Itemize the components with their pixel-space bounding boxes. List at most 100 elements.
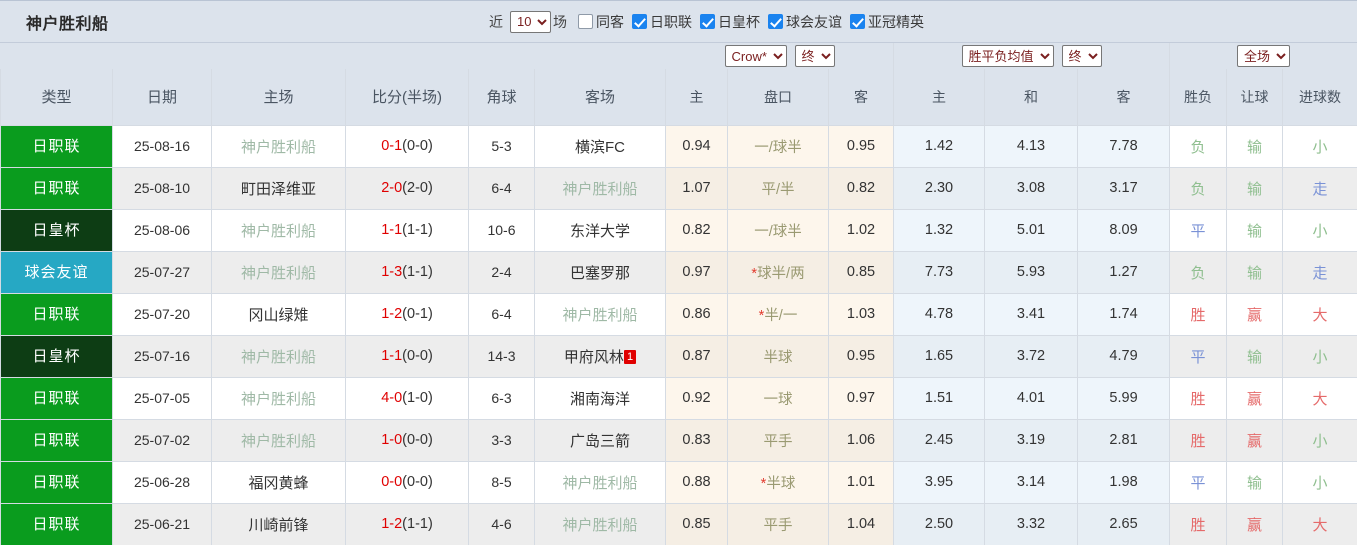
eu-away-odds: 3.17	[1109, 180, 1138, 196]
cell-league-type[interactable]: 日职联	[0, 502, 113, 545]
cell-score[interactable]: 1-2(1-1)	[345, 502, 469, 545]
cell-home-team[interactable]: 神户胜利船	[211, 124, 346, 168]
same-venue-checkbox[interactable]	[578, 14, 593, 29]
asian-away-odds: 1.01	[846, 474, 876, 490]
cell-asian-away-odds: 0.95	[827, 334, 895, 378]
cell-home-team[interactable]: 神户胜利船	[211, 250, 346, 294]
league-filter-club-friendly-checkbox[interactable]	[768, 14, 783, 29]
score-halftime: (0-1)	[402, 306, 433, 322]
cell-score[interactable]: 1-1(0-0)	[345, 334, 469, 378]
recent-suffix-label: 场	[553, 13, 567, 30]
cell-eu-away-odds: 1.27	[1077, 250, 1171, 294]
cell-away-team[interactable]: 神户胜利船	[534, 460, 666, 504]
league-filter-acl-elite-label: 亚冠精英	[868, 13, 924, 30]
cell-away-team[interactable]: 广岛三箭	[534, 418, 666, 462]
home-team-name: 町田泽维亚	[240, 180, 316, 198]
league-filter-emperor-cup-checkbox[interactable]	[700, 14, 715, 29]
table-row[interactable]: 日职联 25-08-16 神户胜利船 0-1(0-0) 5-3 横滨FC 0.94 一/球半 0…	[0, 124, 1357, 168]
table-row[interactable]: 日职联 25-06-28 福冈黄蜂 0-0(0-0) 8-5 神户胜利船 0.88 *半球 1.…	[0, 460, 1357, 504]
cell-score[interactable]: 0-1(0-0)	[345, 124, 469, 168]
cell-score[interactable]: 1-0(0-0)	[345, 418, 469, 462]
cell-home-team[interactable]: 神户胜利船	[211, 376, 346, 420]
cell-score[interactable]: 1-3(1-1)	[345, 250, 469, 294]
league-filter-acl-elite[interactable]: 亚冠精英	[846, 12, 926, 32]
cell-home-team[interactable]: 川崎前锋	[211, 502, 346, 545]
odds-type-select[interactable]: 胜平负均值	[961, 45, 1054, 67]
cell-corner: 8-5	[468, 460, 535, 504]
league-filter-jleague[interactable]: 日职联	[628, 12, 694, 32]
asian-stage-select[interactable]: 终	[794, 45, 835, 67]
cell-away-team[interactable]: 东洋大学	[534, 208, 666, 252]
result-goals: 大	[1312, 516, 1328, 534]
cell-home-team[interactable]: 福冈黄蜂	[211, 460, 346, 504]
table-row[interactable]: 日皇杯 25-08-06 神户胜利船 1-1(1-1) 10-6 东洋大学 0.82 一/球半…	[0, 208, 1357, 252]
cell-league-type[interactable]: 日职联	[0, 166, 113, 210]
cell-league-type[interactable]: 日职联	[0, 124, 113, 168]
cell-league-type[interactable]: 日皇杯	[0, 334, 113, 378]
cell-away-team[interactable]: 神户胜利船	[534, 292, 666, 336]
recent-count-select[interactable]: 10	[510, 10, 551, 33]
cell-away-team[interactable]: 巴塞罗那	[534, 250, 666, 294]
cell-score[interactable]: 1-2(0-1)	[345, 292, 469, 336]
cell-league-type[interactable]: 日职联	[0, 376, 113, 420]
result-handicap: 赢	[1247, 516, 1263, 534]
table-row[interactable]: 日职联 25-07-02 神户胜利船 1-0(0-0) 3-3 广岛三箭 0.83 平手 1.0…	[0, 418, 1357, 462]
cell-result-handicap: 输	[1226, 334, 1284, 378]
asian-away-odds: 1.02	[846, 222, 876, 238]
cell-away-team[interactable]: 神户胜利船	[534, 502, 666, 545]
cell-home-team[interactable]: 冈山绿雉	[211, 292, 346, 336]
cell-result-wl: 胜	[1169, 502, 1228, 545]
cell-asian-away-odds: 0.97	[827, 376, 895, 420]
col-header-eu-away: 客	[1077, 69, 1171, 126]
cell-score[interactable]: 2-0(2-0)	[345, 166, 469, 210]
bookmaker-select[interactable]: Crow*	[724, 45, 787, 67]
table-row[interactable]: 球会友谊 25-07-27 神户胜利船 1-3(1-1) 2-4 巴塞罗那 0.97 *球半/…	[0, 250, 1357, 294]
league-filter-emperor-cup[interactable]: 日皇杯	[696, 12, 762, 32]
col-header-home: 主场	[211, 69, 346, 126]
match-date: 25-06-28	[133, 473, 191, 490]
cell-away-team[interactable]: 神户胜利船	[534, 166, 666, 210]
cell-away-team[interactable]: 湘南海洋	[534, 376, 666, 420]
asian-handicap-line: 一球	[763, 391, 793, 408]
cell-away-team[interactable]: 横滨FC	[534, 124, 666, 168]
cell-corner: 10-6	[468, 208, 535, 252]
cell-asian-home-odds: 0.94	[665, 124, 728, 168]
table-row[interactable]: 日职联 25-06-21 川崎前锋 1-2(1-1) 4-6 神户胜利船 0.85 平手 1.0…	[0, 502, 1357, 545]
same-venue-filter[interactable]: 同客	[574, 12, 626, 32]
cell-league-type[interactable]: 日职联	[0, 418, 113, 462]
cell-league-type[interactable]: 日职联	[0, 460, 113, 504]
league-filter-jleague-checkbox[interactable]	[632, 14, 647, 29]
period-select[interactable]: 全场	[1237, 45, 1291, 67]
league-filter-acl-elite-checkbox[interactable]	[850, 14, 865, 29]
cell-score[interactable]: 1-1(1-1)	[345, 208, 469, 252]
result-win-loss: 负	[1190, 264, 1206, 282]
cell-away-team[interactable]: 甲府风林 1	[534, 334, 666, 378]
cell-home-team[interactable]: 町田泽维亚	[211, 166, 346, 210]
cell-home-team[interactable]: 神户胜利船	[211, 418, 346, 462]
cell-league-type[interactable]: 球会友谊	[0, 250, 113, 294]
cell-date: 25-08-10	[112, 166, 212, 210]
eu-draw-odds: 3.19	[1016, 432, 1046, 448]
match-date: 25-08-16	[133, 137, 191, 154]
cell-score[interactable]: 4-0(1-0)	[345, 376, 469, 420]
cell-eu-draw-odds: 3.14	[984, 460, 1079, 504]
table-row[interactable]: 日职联 25-07-05 神户胜利船 4-0(1-0) 6-3 湘南海洋 0.92 一球 0.9…	[0, 376, 1357, 420]
handicap-star: *	[760, 475, 767, 492]
result-win-loss: 胜	[1190, 306, 1206, 324]
asian-away-odds: 0.85	[846, 264, 876, 280]
cell-eu-away-odds: 4.79	[1077, 334, 1171, 378]
league-filter-club-friendly[interactable]: 球会友谊	[764, 12, 844, 32]
cell-result-wl: 平	[1169, 208, 1228, 252]
eu-stage-select[interactable]: 终	[1061, 45, 1102, 67]
table-row[interactable]: 日职联 25-08-10 町田泽维亚 2-0(2-0) 6-4 神户胜利船 1.07 平/半 0…	[0, 166, 1357, 210]
cell-home-team[interactable]: 神户胜利船	[211, 208, 346, 252]
table-row[interactable]: 日职联 25-07-20 冈山绿雉 1-2(0-1) 6-4 神户胜利船 0.86 *半/一 1…	[0, 292, 1357, 336]
col-header-asian-home: 主	[665, 69, 728, 126]
result-goals: 小	[1312, 348, 1328, 366]
cell-score[interactable]: 0-0(0-0)	[345, 460, 469, 504]
cell-league-type[interactable]: 日皇杯	[0, 208, 113, 252]
cell-league-type[interactable]: 日职联	[0, 292, 113, 336]
cell-eu-draw-odds: 3.32	[984, 502, 1079, 545]
table-row[interactable]: 日皇杯 25-07-16 神户胜利船 1-1(0-0) 14-3 甲府风林 1 0.87 半球 0…	[0, 334, 1357, 378]
cell-home-team[interactable]: 神户胜利船	[211, 334, 346, 378]
